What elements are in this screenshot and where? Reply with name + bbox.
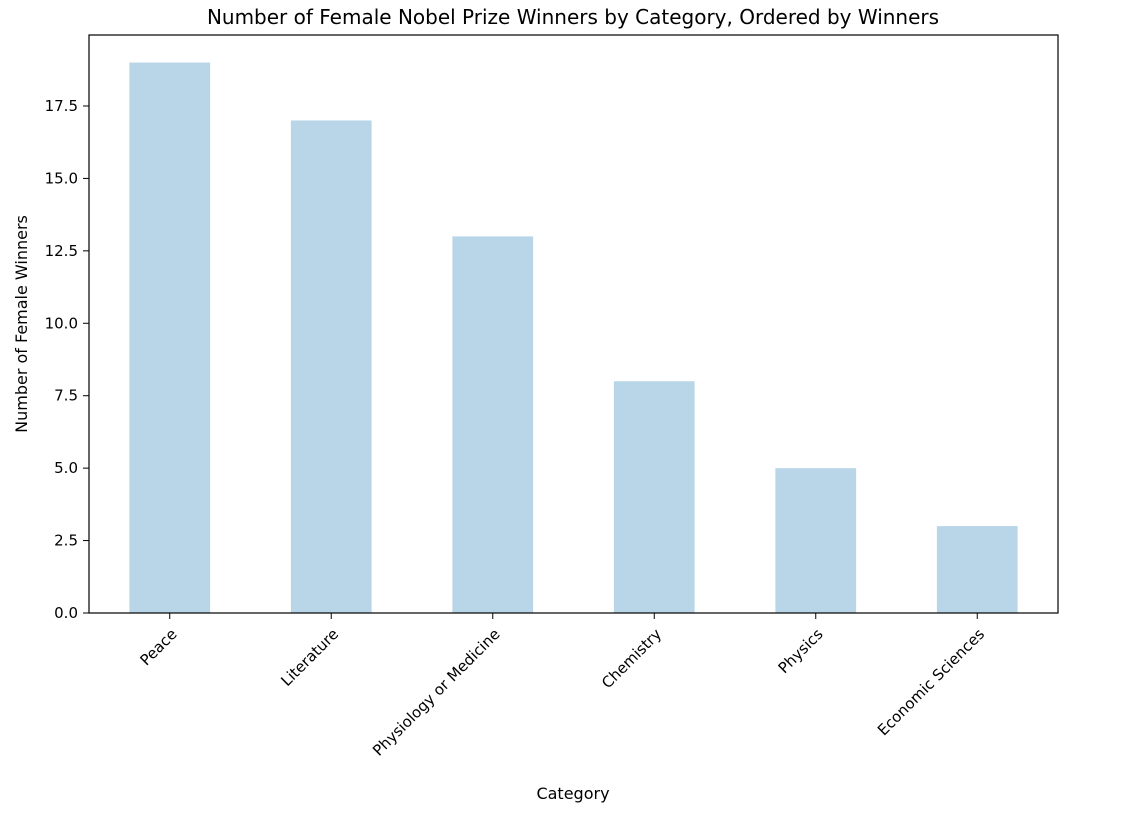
bars-layer [129, 62, 1018, 614]
bar-physics [775, 468, 857, 613]
bar-physiology-or-medicine [452, 236, 534, 613]
y-tick-label: 17.5 [45, 97, 78, 115]
plot-frame [88, 34, 1059, 614]
y-tick-label: 10.0 [45, 314, 78, 332]
x-tick-label: Physics [775, 625, 827, 677]
x-tick-label: Physiology or Medicine [369, 625, 504, 760]
y-tick-label: 7.5 [54, 387, 78, 405]
x-tick-label: Chemistry [598, 625, 665, 692]
y-tick-label: 5.0 [54, 459, 78, 477]
x-tick-label: Economic Sciences [874, 625, 988, 739]
y-axis-ticks: 0.0 2.5 5.0 7.5 10.0 12.5 15.0 17.5 [45, 97, 89, 622]
bar-economic-sciences [936, 526, 1018, 613]
chart-title: Number of Female Nobel Prize Winners by … [207, 5, 939, 29]
x-axis-label: Category [536, 784, 609, 803]
y-tick-label: 15.0 [45, 169, 78, 187]
bar-peace [129, 62, 211, 614]
y-tick-label: 2.5 [54, 532, 78, 550]
y-tick-label: 0.0 [54, 604, 78, 622]
bar-chemistry [613, 381, 695, 613]
x-axis-ticks: Peace Literature Physiology or Medicine Che… [136, 613, 988, 760]
x-tick-label: Literature [277, 625, 342, 690]
y-axis-label: Number of Female Winners [12, 215, 31, 433]
bar-literature [290, 120, 372, 613]
y-tick-label: 12.5 [45, 242, 78, 260]
x-tick-label: Peace [136, 625, 180, 669]
